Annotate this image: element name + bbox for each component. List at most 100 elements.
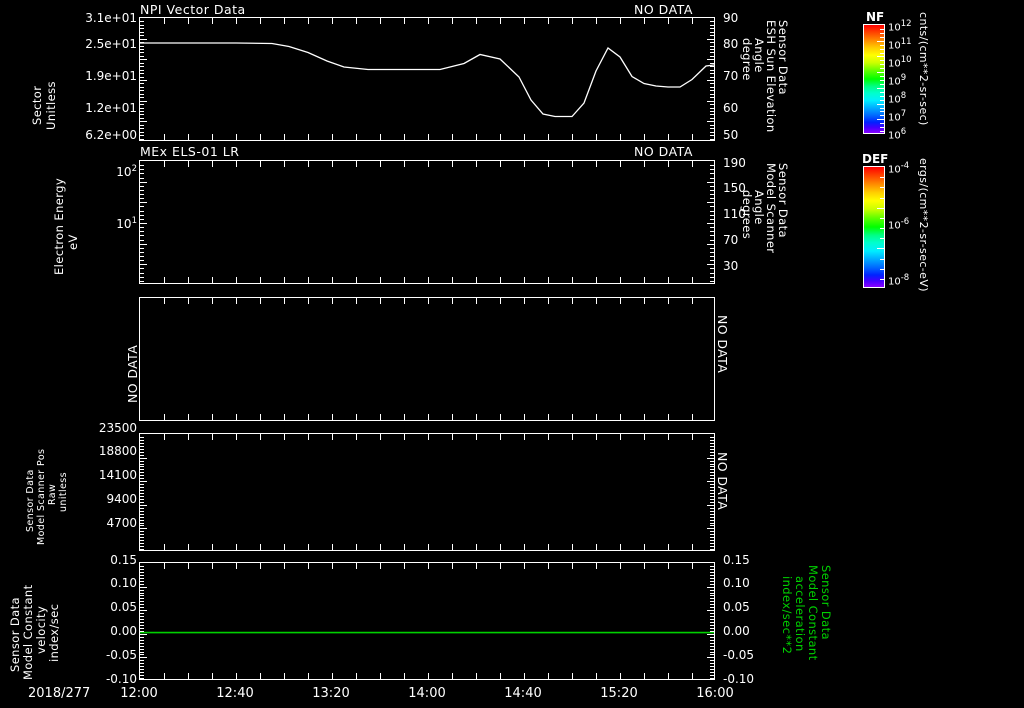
- axis-tick: [188, 434, 189, 440]
- axis-tick: [428, 414, 429, 420]
- axis-tick: [356, 563, 357, 569]
- axis-tick: [710, 499, 714, 500]
- axis-tick: [188, 277, 189, 283]
- time-axis-tick-5: 15:20: [600, 686, 638, 701]
- axis-tick: [140, 73, 144, 74]
- axis-tick: [380, 563, 381, 569]
- axis-tick: [140, 59, 147, 60]
- colorbar-def-scale[interactable]: [863, 166, 885, 288]
- panel-5-ytickr-2: 0.05: [723, 600, 750, 614]
- axis-tick: [710, 97, 714, 98]
- axis-tick: [140, 508, 144, 509]
- axis-tick: [668, 544, 669, 550]
- axis-tick: [710, 604, 714, 605]
- colorbar-def-tick-0: 10-4: [888, 161, 910, 176]
- axis-tick: [284, 161, 285, 167]
- axis-tick: [140, 219, 144, 220]
- axis-tick: [596, 134, 597, 140]
- axis-tick: [572, 544, 573, 550]
- axis-tick: [140, 505, 147, 506]
- axis-tick: [707, 587, 714, 588]
- axis-tick: [140, 572, 144, 573]
- axis-tick: [707, 202, 714, 203]
- panel-1-left-label-0: Sector: [30, 85, 44, 125]
- colorbar-tick: [880, 60, 884, 61]
- axis-tick: [140, 21, 144, 22]
- axis-tick: [710, 70, 714, 71]
- axis-tick: [524, 563, 525, 569]
- axis-tick: [500, 563, 501, 569]
- panel-1-ytick-0: 3.1e+01: [85, 11, 137, 25]
- panel-5-right-label-0: Sensor Data: [819, 565, 833, 640]
- axis-tick: [710, 643, 714, 644]
- panel-1-trace: [140, 42, 714, 118]
- axis-tick: [710, 502, 714, 503]
- time-axis-tick-2: 13:20: [312, 686, 350, 701]
- axis-tick: [236, 277, 237, 283]
- colorbar-tick: [880, 100, 884, 101]
- axis-tick: [140, 227, 144, 228]
- axis-tick: [140, 135, 144, 136]
- axis-tick: [212, 298, 213, 304]
- panel-5-ytickr-3: 0.00: [723, 624, 750, 638]
- axis-tick: [710, 25, 714, 26]
- axis-tick: [140, 277, 144, 278]
- axis-tick: [260, 298, 261, 304]
- axis-tick: [452, 563, 453, 569]
- axis-tick: [188, 18, 189, 24]
- axis-tick: [140, 534, 144, 535]
- axis-tick: [308, 544, 309, 550]
- axis-tick: [356, 134, 357, 140]
- axis-tick: [140, 654, 144, 655]
- axis-tick: [644, 277, 645, 283]
- colorbar-tick: [880, 64, 884, 65]
- axis-tick: [188, 563, 189, 569]
- panel-1-ytick-2: 1.9e+01: [85, 69, 137, 83]
- axis-tick: [710, 546, 714, 547]
- colorbar-nf-unit: cnts/(cm**2-sr-sec): [917, 12, 930, 126]
- axis-tick: [380, 18, 381, 24]
- axis-tick: [404, 298, 405, 304]
- axis-tick: [140, 111, 144, 112]
- panel-1-plot-area[interactable]: [139, 17, 715, 141]
- axis-tick: [140, 80, 147, 81]
- axis-tick: [212, 434, 213, 440]
- panel-5-ytickr-5: -0.10: [723, 672, 755, 686]
- axis-tick: [380, 298, 381, 304]
- axis-tick: [476, 544, 477, 550]
- axis-tick: [332, 18, 333, 24]
- colorbar-nf-tick-0: 1012: [888, 19, 912, 34]
- axis-tick: [404, 277, 405, 283]
- axis-tick: [476, 414, 477, 420]
- axis-tick: [428, 673, 429, 679]
- colorbar-tick: [877, 72, 884, 73]
- axis-tick: [140, 240, 144, 241]
- axis-tick: [380, 673, 381, 679]
- panel-2-ytickr-1: 150: [723, 181, 746, 195]
- axis-tick: [620, 414, 621, 420]
- panel-5-plot-area[interactable]: [139, 562, 715, 680]
- axis-tick: [707, 39, 714, 40]
- axis-tick: [710, 640, 714, 641]
- axis-tick: [140, 206, 144, 207]
- panel-4-plot-area[interactable]: [139, 433, 715, 551]
- axis-tick: [707, 505, 714, 506]
- panel-5-right-label-2: acceleration: [793, 576, 807, 652]
- colorbar-nf-scale[interactable]: [863, 24, 885, 134]
- axis-tick: [140, 440, 144, 441]
- axis-tick: [707, 481, 714, 482]
- panel-2-plot-area[interactable]: [139, 160, 715, 284]
- panel-1-title-left: NPI Vector Data: [140, 2, 246, 17]
- axis-tick: [164, 298, 165, 304]
- axis-tick: [140, 643, 144, 644]
- panel-5-ytick-4: -0.05: [105, 648, 137, 662]
- axis-tick: [188, 544, 189, 550]
- axis-tick: [140, 593, 144, 594]
- axis-tick: [164, 18, 165, 24]
- panel-3-plot-area[interactable]: [139, 297, 715, 421]
- axis-tick: [140, 83, 144, 84]
- axis-tick: [260, 434, 261, 440]
- axis-tick: [140, 39, 147, 40]
- axis-tick: [404, 134, 405, 140]
- axis-tick: [500, 673, 501, 679]
